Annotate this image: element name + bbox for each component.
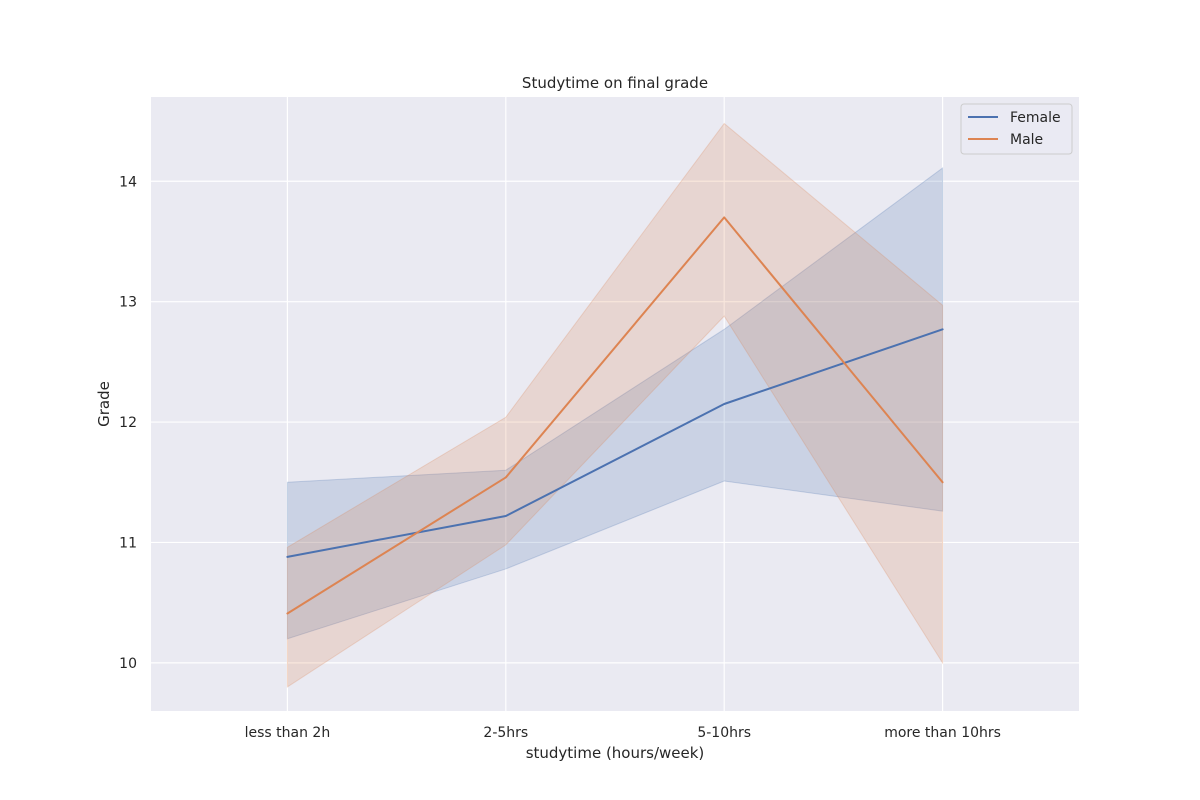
series-line-female [286,328,944,558]
confidence-bands [286,122,944,688]
x-tick-label: more than 10hrs [884,725,1001,741]
x-tick-label: less than 2h [245,725,331,741]
tick-labels: less than 2h 2-5hrs 5-10hrs more than 10hrs… [119,174,1001,741]
legend-label-female: Female [1010,110,1061,126]
y-tick-label: 11 [119,535,137,551]
confidence-band-female [286,167,944,640]
legend-label-male: Male [1010,132,1043,148]
confidence-band-male [286,122,944,688]
y-tick-label: 10 [119,656,137,672]
y-axis-label: Grade [95,381,113,427]
y-tick-label: 12 [119,415,137,431]
legend: Female Male [960,103,1073,155]
x-axis-label: studytime (hours/week) [526,744,705,762]
plot-background [151,97,1079,711]
series-line-male [286,216,944,615]
x-tick-label: 5-10hrs [697,725,751,741]
y-tick-label: 14 [119,174,137,190]
y-tick-label: 13 [119,295,137,311]
x-tick-label: 2-5hrs [483,725,528,741]
chart-title: Studytime on final grade [522,74,708,92]
series-lines [286,216,944,615]
